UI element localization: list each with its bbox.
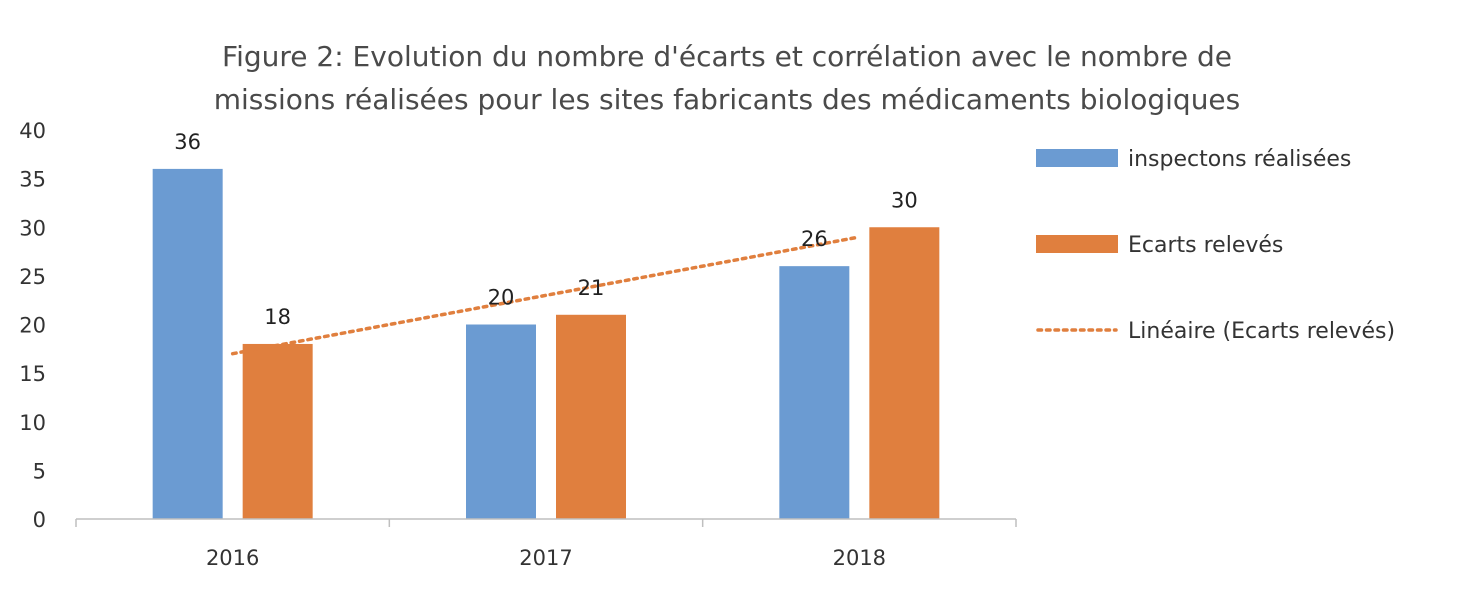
y-tick-label: 35 bbox=[19, 168, 46, 192]
y-tick-label: 25 bbox=[19, 265, 46, 289]
y-tick-label: 10 bbox=[19, 411, 46, 435]
data-label: 21 bbox=[578, 276, 605, 300]
y-tick-label: 40 bbox=[19, 119, 46, 143]
bar-inspections bbox=[779, 266, 850, 519]
x-axis: 2016 2017 2018 bbox=[75, 518, 1017, 570]
y-tick-label: 20 bbox=[19, 314, 46, 338]
trendline bbox=[230, 235, 862, 356]
legend-label: Linéaire (Ecarts relevés) bbox=[1128, 319, 1395, 344]
plot-area bbox=[152, 168, 940, 519]
y-axis: 0 5 10 15 20 25 30 35 40 bbox=[19, 119, 46, 532]
bar-ecarts bbox=[242, 343, 313, 519]
legend: inspectons réalisées Ecarts relevés Linéai… bbox=[1036, 147, 1395, 344]
data-label: 26 bbox=[801, 227, 828, 251]
y-tick-label: 30 bbox=[19, 216, 46, 240]
data-label: 30 bbox=[891, 188, 918, 212]
y-tick-label: 5 bbox=[33, 459, 46, 483]
bar-ecarts bbox=[556, 314, 626, 519]
bar-inspections bbox=[466, 324, 536, 519]
data-label: 18 bbox=[264, 305, 291, 329]
x-tick-label: 2018 bbox=[833, 546, 886, 570]
legend-swatch bbox=[1036, 149, 1118, 167]
x-tick-label: 2017 bbox=[519, 546, 572, 570]
x-tick-label: 2016 bbox=[206, 546, 259, 570]
data-labels: 36 20 26 18 21 30 bbox=[174, 130, 917, 329]
legend-swatch bbox=[1036, 235, 1118, 253]
bar-ecarts bbox=[869, 227, 940, 519]
y-tick-label: 0 bbox=[33, 508, 46, 532]
trendline-line bbox=[230, 235, 862, 356]
chart-title-line-2: missions réalisées pour les sites fabric… bbox=[214, 83, 1241, 116]
legend-label: inspectons réalisées bbox=[1128, 147, 1351, 172]
bar-inspections bbox=[152, 168, 223, 519]
legend-label: Ecarts relevés bbox=[1128, 233, 1283, 258]
data-label: 20 bbox=[488, 286, 515, 310]
chart-title-line-1: Figure 2: Evolution du nombre d'écarts e… bbox=[222, 40, 1232, 73]
chart-title: Figure 2: Evolution du nombre d'écarts e… bbox=[214, 40, 1241, 116]
y-tick-label: 15 bbox=[19, 362, 46, 386]
data-label: 36 bbox=[174, 130, 201, 154]
